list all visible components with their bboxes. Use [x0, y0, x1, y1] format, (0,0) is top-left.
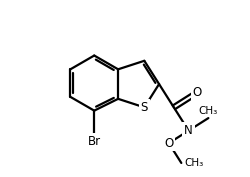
Text: CH₃: CH₃	[199, 106, 218, 116]
Text: Br: Br	[88, 135, 101, 148]
Text: O: O	[192, 86, 202, 99]
Text: O: O	[164, 137, 173, 150]
Text: S: S	[141, 101, 148, 114]
Text: N: N	[184, 124, 193, 137]
Text: CH₃: CH₃	[184, 158, 204, 168]
